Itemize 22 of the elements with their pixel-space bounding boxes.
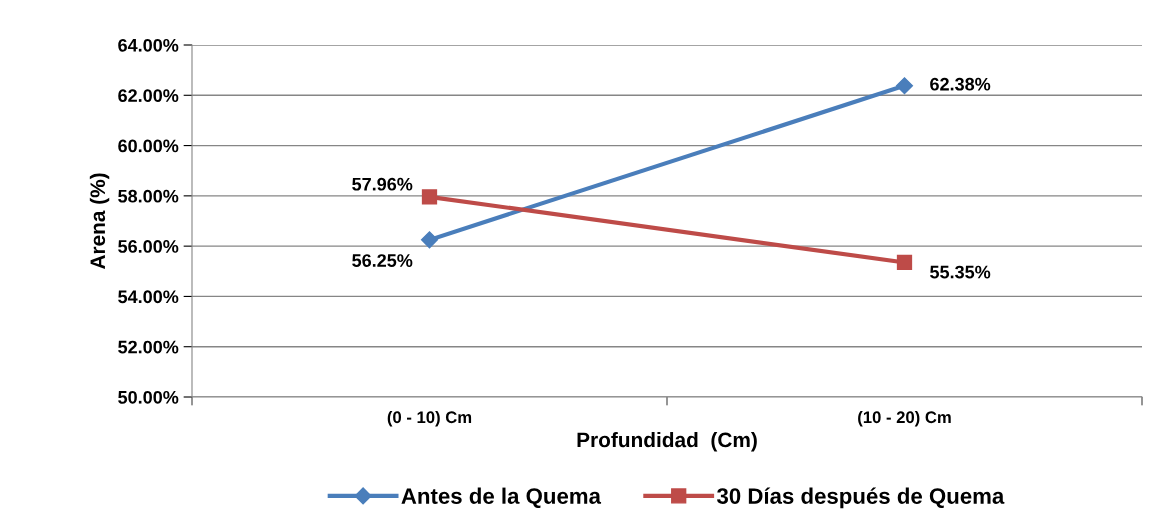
data-label: 57.96% bbox=[352, 177, 413, 191]
x-tick-label: (0 - 10) Cm bbox=[387, 410, 472, 427]
point bbox=[896, 254, 913, 271]
x-axis-title: Profundidad (Cm) bbox=[577, 431, 757, 452]
legend-label: Antes de la Quema bbox=[401, 487, 602, 509]
data-label: 62.38% bbox=[930, 77, 991, 91]
y-tick-label: 60.00% bbox=[118, 139, 179, 153]
y-tick-label: 64.00% bbox=[118, 38, 179, 52]
legend-label: 30 Días después de Quema bbox=[716, 487, 1005, 509]
y-tick-label: 50.00% bbox=[118, 390, 179, 404]
y-tick-label: 54.00% bbox=[118, 290, 179, 304]
x-tick-label: (10 - 20) Cm bbox=[858, 410, 951, 427]
point bbox=[420, 231, 439, 249]
data-label: 56.25% bbox=[352, 254, 413, 267]
y-tick-label: 58.00% bbox=[118, 189, 179, 203]
data-label: 55.35% bbox=[930, 265, 991, 279]
point bbox=[421, 189, 438, 205]
point bbox=[895, 77, 914, 95]
y-tick-label: 56.00% bbox=[118, 240, 179, 253]
y-tick-label: 52.00% bbox=[118, 340, 179, 354]
y-axis-title: Arena (%) bbox=[89, 173, 110, 270]
y-tick-label: 62.00% bbox=[118, 89, 179, 103]
